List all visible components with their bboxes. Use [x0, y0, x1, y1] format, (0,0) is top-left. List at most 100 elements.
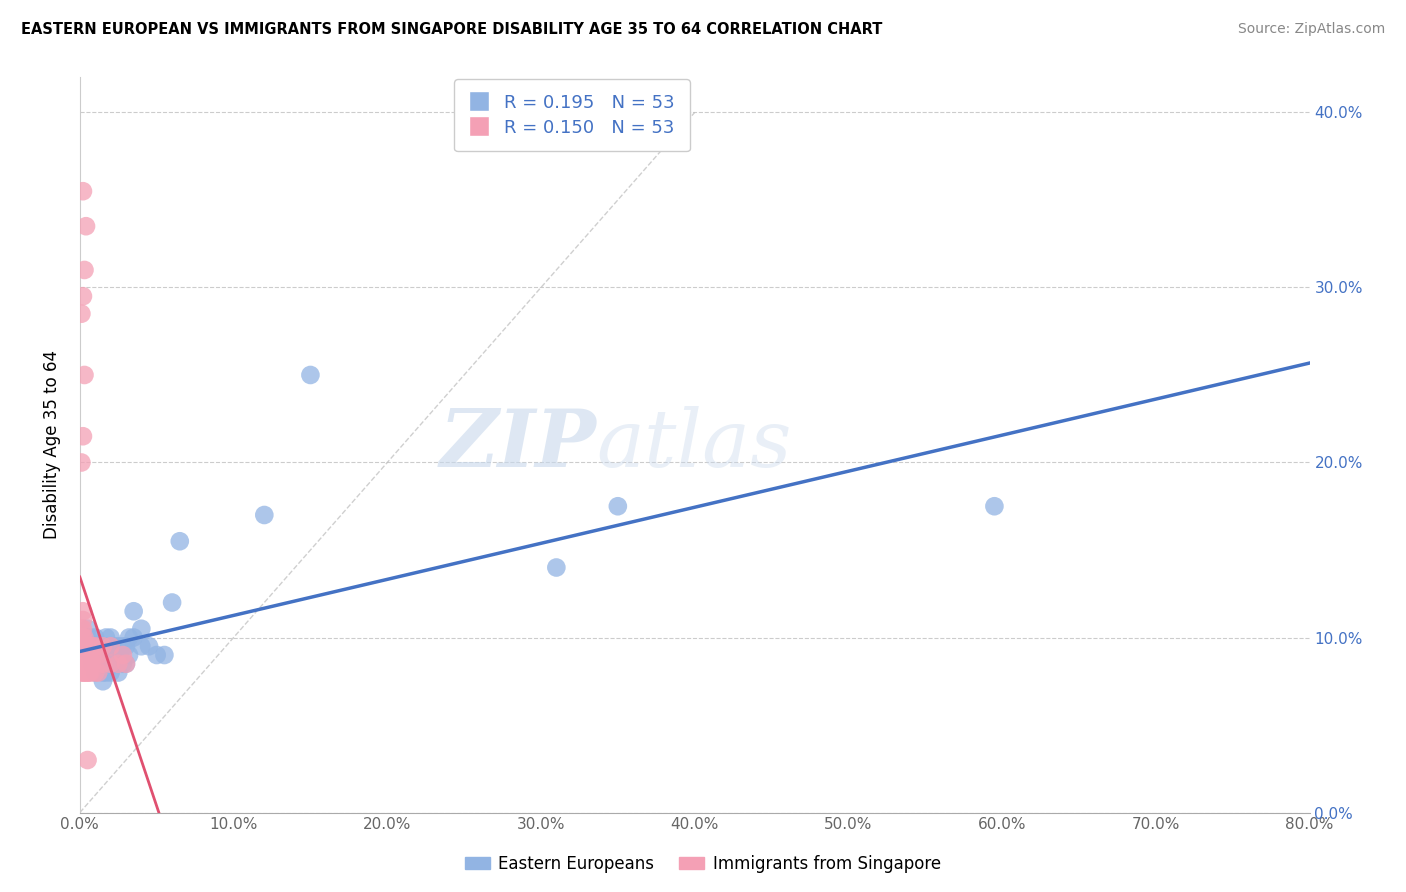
Point — [84, 631, 107, 645]
Point — [87, 665, 110, 680]
Point — [91, 648, 114, 662]
Point — [73, 665, 96, 680]
Point — [75, 648, 97, 662]
Point — [107, 648, 129, 662]
Point — [72, 289, 94, 303]
Y-axis label: Disability Age 35 to 64: Disability Age 35 to 64 — [44, 351, 60, 540]
Legend: Eastern Europeans, Immigrants from Singapore: Eastern Europeans, Immigrants from Singa… — [458, 848, 948, 880]
Point — [84, 640, 107, 654]
Point — [118, 631, 141, 645]
Point — [79, 631, 101, 645]
Point — [72, 648, 94, 662]
Point — [84, 657, 107, 671]
Point — [79, 665, 101, 680]
Point — [70, 665, 93, 680]
Point — [76, 622, 98, 636]
Point — [91, 665, 114, 680]
Point — [73, 648, 96, 662]
Point — [70, 455, 93, 469]
Point — [79, 648, 101, 662]
Point — [115, 640, 138, 654]
Point — [76, 640, 98, 654]
Point — [91, 674, 114, 689]
Point — [122, 631, 145, 645]
Point — [72, 665, 94, 680]
Point — [546, 560, 568, 574]
Point — [299, 368, 322, 382]
Point — [84, 665, 107, 680]
Point — [70, 648, 93, 662]
Point — [70, 640, 93, 654]
Point — [72, 631, 94, 645]
Point — [87, 640, 110, 654]
Point — [145, 648, 167, 662]
Point — [72, 657, 94, 671]
Text: EASTERN EUROPEAN VS IMMIGRANTS FROM SINGAPORE DISABILITY AGE 35 TO 64 CORRELATIO: EASTERN EUROPEAN VS IMMIGRANTS FROM SING… — [21, 22, 883, 37]
Point — [75, 665, 97, 680]
Point — [103, 640, 125, 654]
Point — [100, 657, 122, 671]
Point — [73, 368, 96, 382]
Point — [169, 534, 191, 549]
Point — [606, 500, 628, 514]
Point — [84, 648, 107, 662]
Point — [70, 631, 93, 645]
Point — [70, 622, 93, 636]
Point — [107, 665, 129, 680]
Point — [94, 648, 117, 662]
Point — [73, 657, 96, 671]
Point — [77, 665, 100, 680]
Point — [115, 657, 138, 671]
Point — [76, 665, 98, 680]
Point — [82, 640, 104, 654]
Point — [79, 648, 101, 662]
Point — [76, 753, 98, 767]
Point — [100, 640, 122, 654]
Point — [91, 657, 114, 671]
Point — [91, 640, 114, 654]
Point — [100, 648, 122, 662]
Point — [70, 307, 93, 321]
Point — [87, 648, 110, 662]
Point — [76, 631, 98, 645]
Point — [94, 665, 117, 680]
Point — [76, 640, 98, 654]
Text: atlas: atlas — [596, 406, 792, 483]
Point — [72, 622, 94, 636]
Point — [111, 657, 134, 671]
Point — [72, 640, 94, 654]
Point — [153, 648, 176, 662]
Legend: R = 0.195   N = 53, R = 0.150   N = 53: R = 0.195 N = 53, R = 0.150 N = 53 — [454, 79, 689, 152]
Text: Source: ZipAtlas.com: Source: ZipAtlas.com — [1237, 22, 1385, 37]
Point — [77, 648, 100, 662]
Point — [72, 429, 94, 443]
Point — [84, 665, 107, 680]
Point — [82, 648, 104, 662]
Point — [82, 640, 104, 654]
Point — [160, 595, 183, 609]
Point — [96, 640, 118, 654]
Point — [91, 657, 114, 671]
Point — [79, 640, 101, 654]
Text: ZIP: ZIP — [440, 406, 596, 483]
Point — [87, 648, 110, 662]
Point — [100, 665, 122, 680]
Point — [72, 604, 94, 618]
Point — [73, 263, 96, 277]
Point — [103, 657, 125, 671]
Point — [76, 648, 98, 662]
Point — [75, 657, 97, 671]
Point — [107, 657, 129, 671]
Point — [107, 640, 129, 654]
Point — [87, 657, 110, 671]
Point — [73, 640, 96, 654]
Point — [100, 631, 122, 645]
Point — [84, 648, 107, 662]
Point — [111, 640, 134, 654]
Point — [122, 604, 145, 618]
Point — [131, 622, 153, 636]
Point — [983, 500, 1005, 514]
Point — [94, 631, 117, 645]
Point — [70, 657, 93, 671]
Point — [82, 657, 104, 671]
